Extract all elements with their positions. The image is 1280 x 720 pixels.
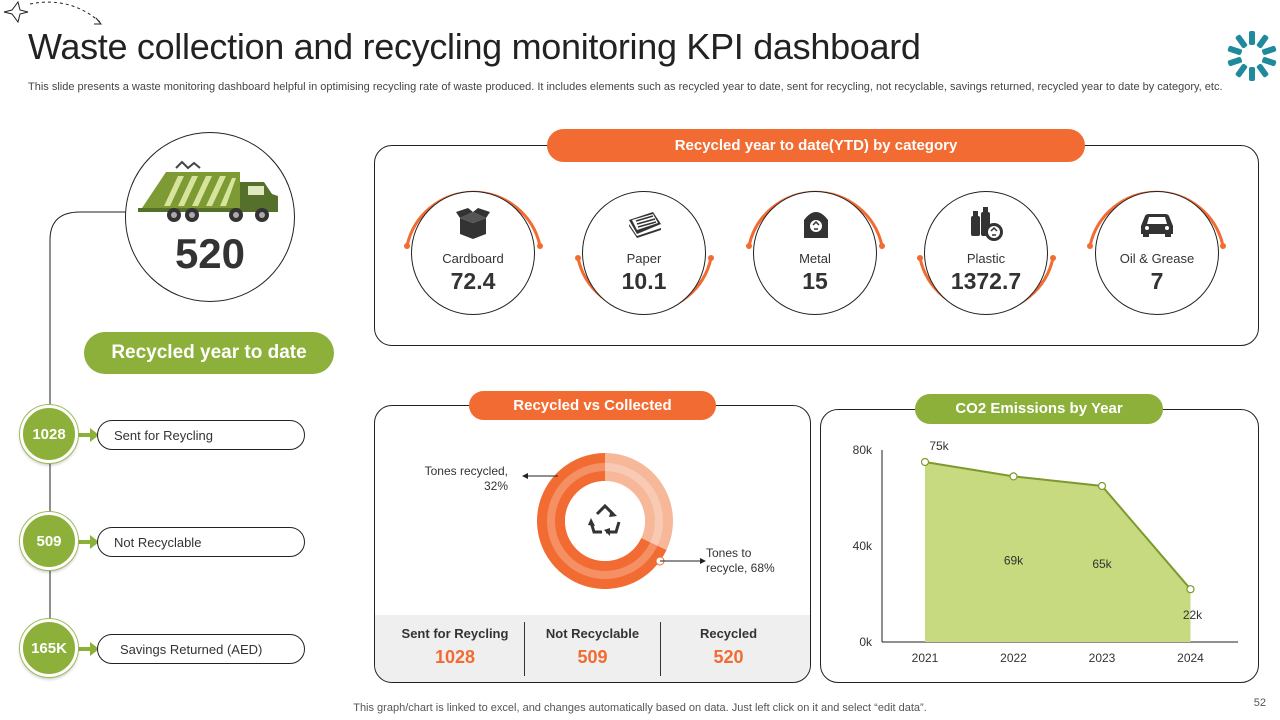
page-subtitle: This slide presents a waste monitoring d… <box>28 81 1223 93</box>
garbage-truck-icon <box>138 160 278 222</box>
table-divider <box>660 622 661 676</box>
x-tick-label: 2022 <box>1000 651 1027 665</box>
donut-slice-1 <box>537 453 667 589</box>
donut-slice-0 <box>605 453 673 550</box>
x-tick-label: 2024 <box>1177 651 1204 665</box>
kpi-arrow-icon <box>76 642 99 656</box>
corner-sparkle-icon <box>3 0 103 25</box>
co2-area <box>925 462 1191 642</box>
kpi-value: 1028 <box>20 405 78 463</box>
categories-panel-title: Recycled year to date(YTD) by category <box>547 129 1085 162</box>
table-col-recycled: Recycled 520 <box>661 626 796 668</box>
box-icon <box>456 208 490 239</box>
donut-label-to-recycle: Tones to recycle, 68% <box>706 546 775 575</box>
summary-table <box>375 615 810 682</box>
car-icon <box>1141 214 1173 237</box>
data-label: 69k <box>1004 553 1024 567</box>
table-header: Recycled <box>699 626 758 641</box>
y-tick-label: 80k <box>853 443 873 457</box>
donut-panel-title: Recycled vs Collected <box>469 391 716 420</box>
category-value: 15 <box>802 268 828 294</box>
donut-label-recycled: Tones recycled, 32% <box>424 464 508 493</box>
co2-point <box>1009 472 1018 481</box>
kpi-label: Not Recyclable <box>97 527 305 557</box>
table-col-sent: Sent for Reycling 1028 <box>385 626 525 668</box>
category-value: 10.1 <box>621 268 667 294</box>
category-name: Oil & Grease <box>1119 251 1195 266</box>
category-name: Paper <box>626 251 662 266</box>
category-card-oil <box>1095 191 1219 315</box>
page-number: 52 <box>1253 697 1266 709</box>
co2-point <box>1097 481 1107 491</box>
category-name: Cardboard <box>442 251 504 266</box>
paper-stack-icon <box>629 212 661 238</box>
kpi-value: 165K <box>20 619 78 677</box>
kpi-arrow-icon <box>76 428 99 442</box>
data-label: 75k <box>929 439 949 453</box>
kpi-label: Savings Returned (AED) <box>97 634 305 664</box>
category-plastic: Plastic 1372.7 <box>911 251 1061 295</box>
logo-icon <box>1227 31 1277 81</box>
donut-hole <box>565 481 645 561</box>
x-tick-label: 2023 <box>1089 651 1116 665</box>
y-tick-label: 0k <box>859 635 873 649</box>
category-value: 1372.7 <box>950 268 1022 294</box>
total-value: 520 <box>174 230 246 277</box>
footer-note: This graph/chart is linked to excel, and… <box>353 702 927 714</box>
y-tick-label: 40k <box>853 539 873 553</box>
x-tick-label: 2021 <box>912 651 939 665</box>
left-connector-line <box>49 211 170 660</box>
category-paper: Paper 10.1 <box>569 251 719 295</box>
category-name: Metal <box>799 251 831 266</box>
co2-point <box>920 457 930 467</box>
table-header: Sent for Reycling <box>401 626 509 641</box>
co2-area-chart: 0k 40k 80k 2021 75k 2022 69k 2023 65k 2024 22k <box>853 439 1238 665</box>
metal-bin-icon <box>804 212 828 238</box>
donut-chart <box>537 453 673 589</box>
category-cardboard: Cardboard 72.4 <box>398 251 548 295</box>
page-title: Waste collection and recycling monitorin… <box>28 26 921 67</box>
kpi-arrow-icon <box>76 535 99 549</box>
plastic-bottles-icon <box>971 207 1003 241</box>
kpi-label: Sent for Reycling <box>97 420 305 450</box>
table-header: Not Recyclable <box>545 626 640 641</box>
category-value: 7 <box>1150 268 1164 294</box>
donut-leader-lines <box>522 473 706 564</box>
category-card-paper <box>582 191 706 315</box>
recycle-icon <box>588 503 621 536</box>
table-col-not-recyclable: Not Recyclable 509 <box>525 626 660 668</box>
kpi-value: 509 <box>20 512 78 570</box>
data-label: 65k <box>1092 557 1112 571</box>
table-divider <box>524 622 525 676</box>
category-oil: Oil & Grease 7 <box>1082 251 1232 295</box>
recycled-ytd-badge: Recycled year to date <box>84 332 334 374</box>
co2-line <box>924 461 1192 590</box>
co2-panel-title: CO2 Emissions by Year <box>915 394 1163 424</box>
category-value: 72.4 <box>450 268 496 294</box>
table-value: 509 <box>577 647 608 667</box>
table-value: 1028 <box>434 647 476 667</box>
table-value: 520 <box>713 647 744 667</box>
donut-inner-ring <box>547 463 663 579</box>
category-card-cardboard <box>411 191 535 315</box>
category-metal: Metal 15 <box>740 251 890 295</box>
category-name: Plastic <box>966 251 1006 266</box>
co2-point <box>1186 585 1195 594</box>
category-card-metal <box>753 191 877 315</box>
data-label: 22k <box>1183 608 1203 622</box>
